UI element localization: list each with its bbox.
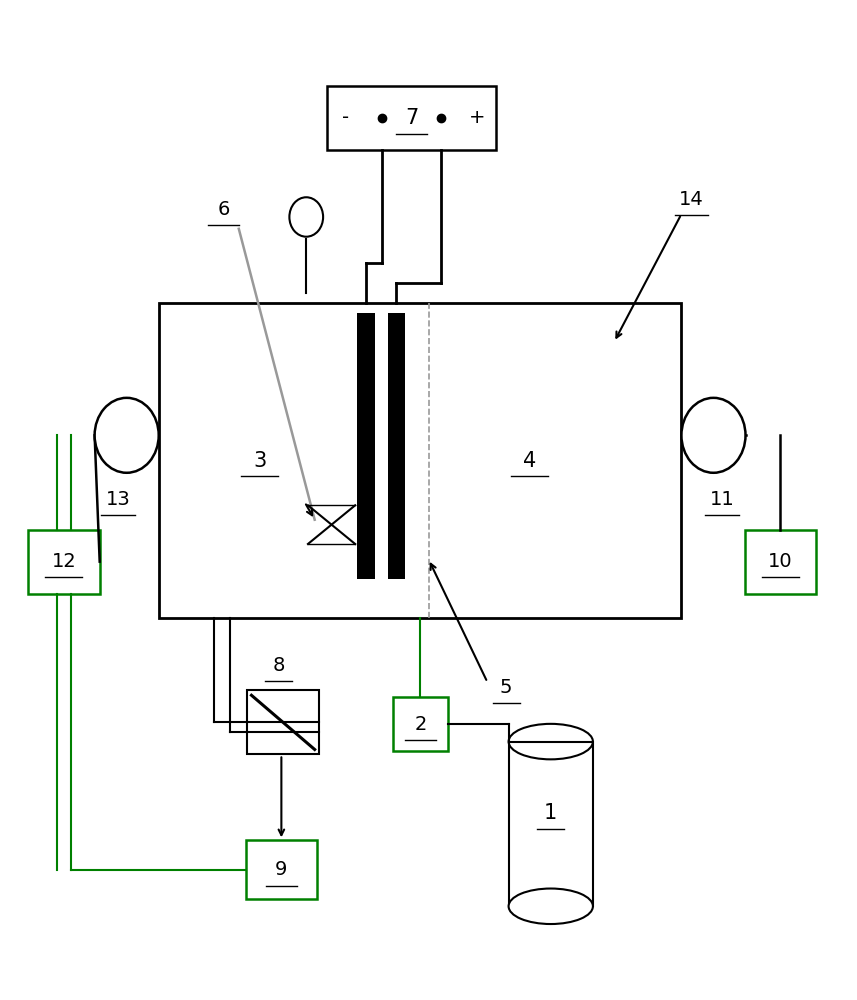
FancyBboxPatch shape (745, 530, 817, 594)
FancyBboxPatch shape (357, 313, 375, 579)
Text: 12: 12 (51, 552, 76, 571)
FancyBboxPatch shape (388, 313, 405, 579)
Text: 4: 4 (523, 451, 536, 471)
Ellipse shape (508, 889, 593, 924)
Text: 13: 13 (106, 490, 130, 509)
Text: 8: 8 (273, 656, 285, 675)
Text: 5: 5 (500, 678, 512, 697)
Text: 3: 3 (254, 451, 267, 471)
Text: 10: 10 (768, 552, 793, 571)
FancyBboxPatch shape (28, 530, 99, 594)
Text: 1: 1 (544, 803, 557, 823)
Text: 6: 6 (218, 200, 230, 219)
Text: 2: 2 (414, 715, 427, 734)
FancyBboxPatch shape (159, 303, 681, 618)
FancyBboxPatch shape (247, 690, 319, 754)
FancyBboxPatch shape (246, 840, 317, 899)
Text: 7: 7 (405, 108, 418, 128)
FancyBboxPatch shape (508, 742, 593, 906)
FancyBboxPatch shape (327, 86, 496, 150)
Text: -: - (342, 108, 350, 127)
Circle shape (681, 398, 746, 473)
Text: 9: 9 (275, 860, 288, 879)
Circle shape (94, 398, 159, 473)
Text: 11: 11 (710, 490, 734, 509)
Text: +: + (469, 108, 486, 127)
FancyBboxPatch shape (393, 697, 448, 751)
Text: 14: 14 (680, 190, 704, 209)
